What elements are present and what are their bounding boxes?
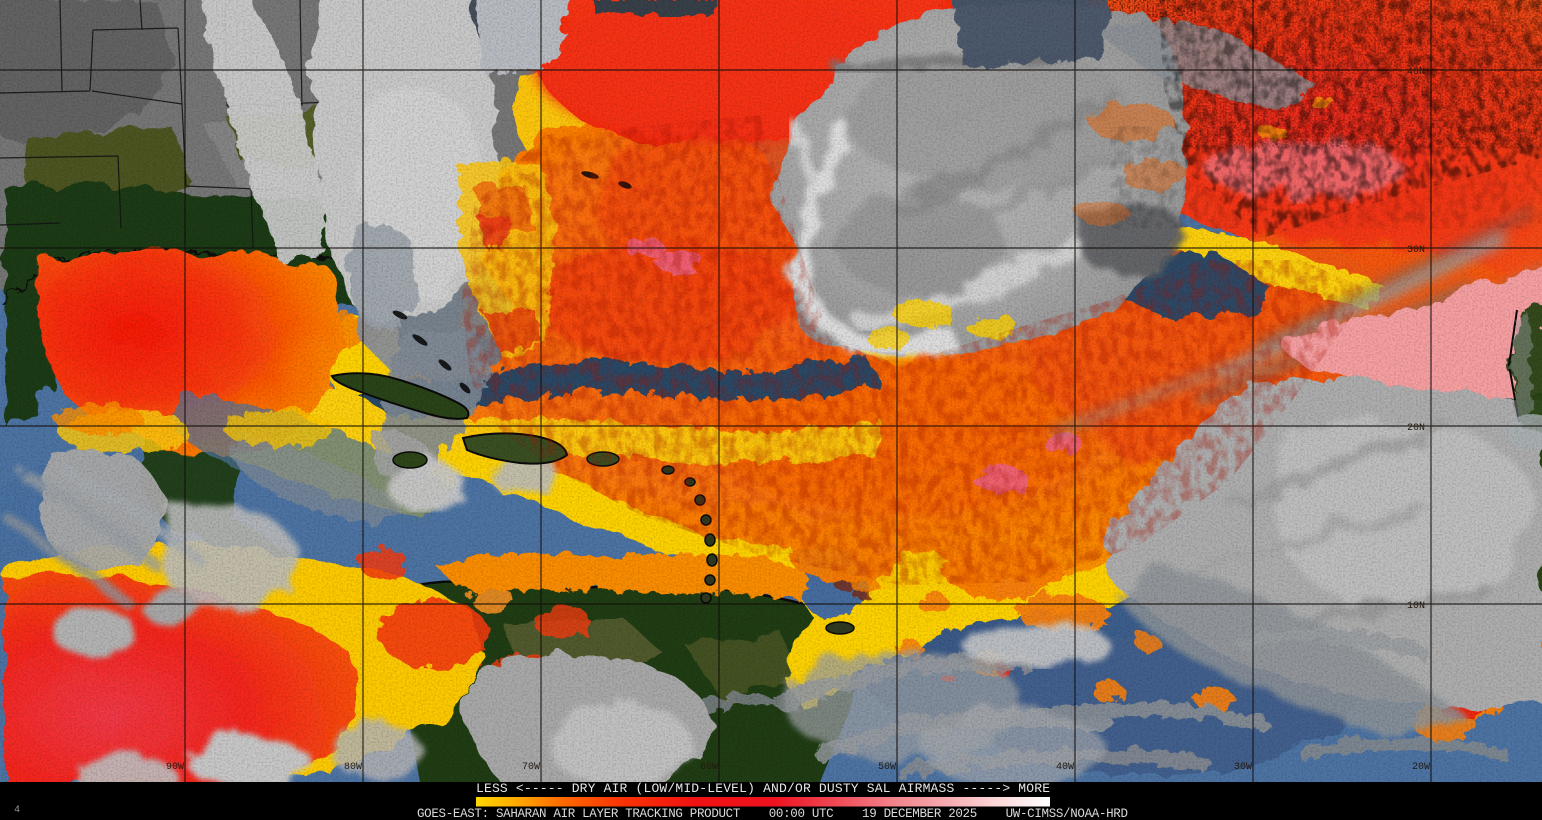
svg-text:4: 4 [14,805,20,816]
svg-text:GOES-EAST: SAHARAN AIR LAYER T: GOES-EAST: SAHARAN AIR LAYER TRACKING PR… [417,807,1128,820]
svg-text:LESS <----- DRY AIR (LOW/MID-L: LESS <----- DRY AIR (LOW/MID-LEVEL) AND/… [476,781,1050,796]
